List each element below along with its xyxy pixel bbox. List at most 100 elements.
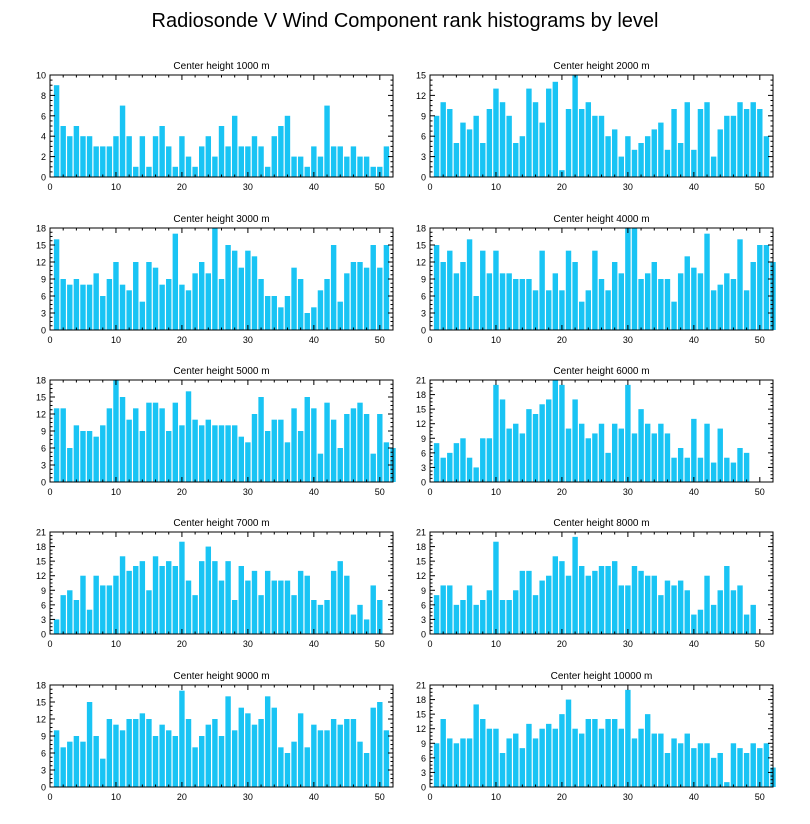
bar — [717, 129, 723, 177]
bar — [658, 733, 664, 787]
y-tick-label: 12 — [36, 258, 46, 268]
bar — [750, 743, 756, 787]
bar — [730, 279, 737, 330]
bar — [205, 546, 212, 634]
bar — [67, 590, 73, 634]
x-tick-label: 30 — [243, 335, 253, 345]
bar — [238, 707, 244, 787]
bar — [113, 380, 119, 482]
x-tick-label: 50 — [375, 639, 385, 649]
bar — [225, 245, 231, 330]
y-tick-label: 9 — [421, 434, 426, 444]
bar — [172, 402, 179, 482]
bar — [638, 279, 644, 330]
bar — [377, 166, 383, 177]
bar — [251, 136, 258, 177]
x-tick-label: 0 — [47, 182, 52, 192]
bar — [724, 115, 730, 177]
bar — [440, 457, 446, 482]
bar — [383, 146, 390, 177]
bar — [337, 146, 343, 177]
bar — [717, 284, 723, 330]
bar — [611, 129, 618, 177]
bar — [631, 566, 638, 634]
x-tick-label: 20 — [557, 487, 567, 497]
bar — [579, 733, 585, 787]
bar — [370, 707, 376, 787]
bar — [350, 408, 357, 482]
bar — [651, 129, 657, 177]
bar — [592, 250, 598, 330]
bar — [212, 719, 218, 787]
bar — [651, 575, 657, 634]
bar — [324, 279, 330, 330]
bar — [618, 428, 624, 482]
y-tick-label: 9 — [421, 739, 426, 749]
bar — [284, 580, 291, 634]
bar — [684, 102, 690, 177]
x-tick-label: 0 — [47, 335, 52, 345]
bar — [486, 109, 493, 177]
bar — [106, 585, 113, 634]
bar — [737, 748, 743, 787]
bar — [330, 570, 337, 634]
bar — [357, 604, 363, 634]
bar — [625, 136, 631, 177]
bar — [73, 600, 80, 634]
bar — [737, 102, 743, 177]
y-tick-label: 9 — [421, 586, 426, 596]
bar — [513, 279, 519, 330]
y-tick-label: 0 — [421, 173, 426, 183]
bar — [539, 580, 545, 634]
y-tick-label: 15 — [416, 71, 426, 81]
bar — [658, 423, 664, 482]
y-tick-label: 15 — [416, 241, 426, 251]
bar — [377, 414, 383, 482]
bar — [473, 467, 479, 482]
x-tick-label: 30 — [243, 182, 253, 192]
bar — [152, 556, 159, 634]
y-tick-label: 3 — [421, 309, 426, 319]
x-tick-label: 0 — [427, 487, 432, 497]
bar — [370, 585, 376, 634]
y-tick-label: 0 — [41, 326, 46, 336]
bar — [440, 262, 446, 330]
bar — [585, 102, 592, 177]
x-tick-label: 20 — [557, 182, 567, 192]
bar — [605, 452, 611, 482]
bar — [611, 423, 618, 482]
chart-panel-10: Center height 10000 m 0 3 6 9 12 15 18 21 0 10 20 30… — [416, 671, 776, 802]
y-tick-label: 21 — [416, 681, 426, 691]
bar — [677, 143, 684, 177]
y-tick-label: 18 — [416, 390, 426, 400]
bar — [480, 143, 486, 177]
bar — [245, 580, 251, 634]
bar — [710, 757, 717, 787]
x-tick-label: 50 — [755, 792, 765, 802]
x-tick-label: 20 — [177, 182, 187, 192]
x-tick-label: 20 — [177, 487, 187, 497]
bar — [159, 566, 165, 634]
bar — [205, 724, 212, 787]
bar — [159, 408, 165, 482]
bar — [618, 728, 624, 787]
x-tick-label: 30 — [623, 639, 633, 649]
bar — [370, 166, 376, 177]
bar — [80, 284, 86, 330]
bar — [513, 143, 519, 177]
y-tick-label: 15 — [36, 241, 46, 251]
bar — [440, 102, 446, 177]
y-tick-label: 6 — [41, 111, 46, 121]
bar — [625, 689, 631, 787]
bar — [344, 156, 350, 177]
bar — [60, 279, 66, 330]
bar — [73, 736, 80, 787]
bar — [658, 595, 664, 634]
bar — [480, 438, 486, 482]
bar — [245, 250, 251, 330]
bar — [311, 724, 317, 787]
bar — [53, 619, 60, 634]
bar — [592, 719, 598, 787]
bar — [370, 453, 376, 482]
